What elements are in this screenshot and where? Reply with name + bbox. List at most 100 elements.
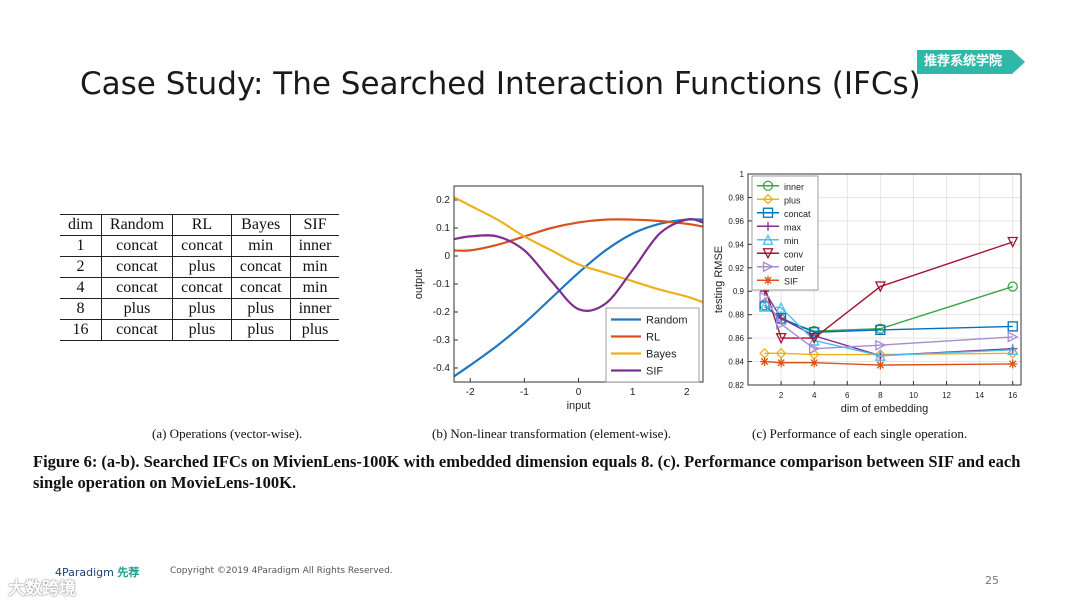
table-cell: 2 — [60, 256, 102, 278]
x-tick-label: 6 — [845, 391, 850, 400]
y-tick-label: 0.9 — [733, 287, 745, 296]
table-cell: plus — [172, 319, 232, 341]
legend-item: RL — [611, 332, 660, 344]
y-tick-label: 0.1 — [436, 223, 450, 234]
square-marker — [1007, 321, 1018, 332]
asterisk-marker — [810, 359, 818, 367]
table-cell: concat — [172, 277, 232, 299]
y-tick-label: 0.96 — [728, 217, 744, 226]
x-tick-label: -1 — [520, 387, 529, 398]
y-tick-label: 0.2 — [436, 195, 450, 206]
series-outer — [759, 291, 1019, 355]
table-cell: plus — [172, 298, 232, 320]
triangle-up-marker — [775, 301, 787, 313]
x-tick-label: 14 — [975, 391, 984, 400]
x-tick-label: 4 — [812, 391, 817, 400]
plot-frame — [453, 185, 704, 383]
table-cell: plus — [230, 298, 291, 320]
y-tick-label: -0.1 — [433, 279, 451, 290]
y-tick-label: -0.2 — [433, 307, 451, 318]
legend-label: Random — [646, 315, 688, 327]
legend-label: concat — [784, 209, 811, 219]
x-axis-label: input — [567, 400, 591, 412]
y-tick-label: 0.84 — [728, 358, 744, 367]
triangle-right-marker — [1007, 331, 1019, 343]
square-marker — [762, 207, 774, 218]
legend-item: plus — [757, 193, 801, 205]
y-tick-label: -0.3 — [433, 335, 451, 346]
y-tick-label: 0 — [444, 251, 450, 262]
x-tick-label: 10 — [909, 391, 918, 400]
y-tick-label: -0.4 — [433, 363, 451, 374]
table-cell: concat — [100, 319, 173, 341]
figure-caption: Figure 6: (a-b). Searched IFCs on Mivien… — [33, 452, 1021, 492]
nonlinear-transform-chart: -2 -1 0 1 2 0.2 0.1 0 -0.1 -0.2 -0.3 -0.4 input outpu… — [413, 185, 704, 412]
series-line-max — [763, 290, 1013, 357]
legend-item: concat — [757, 207, 811, 219]
legend-box — [751, 175, 819, 291]
asterisk-marker — [764, 276, 772, 284]
legend-label: plus — [784, 195, 801, 205]
asterisk-marker — [760, 357, 769, 366]
legend-label: inner — [784, 182, 804, 192]
legend-item: min — [757, 233, 799, 246]
legend-item: inner — [757, 180, 804, 192]
series-sif — [453, 218, 704, 312]
series-line-conv — [763, 241, 1013, 339]
table-cell: concat — [172, 235, 232, 257]
table-row: 4 concat concat concat min — [60, 277, 340, 299]
triangle-down-marker — [775, 332, 787, 345]
table-cell: min — [289, 256, 340, 278]
legend-label: min — [784, 236, 799, 246]
y-tick-label: 0.92 — [728, 264, 744, 273]
table-cell: inner — [289, 298, 340, 320]
school-badge: 推荐系统学院 — [917, 50, 1025, 74]
y-tick-label: 0.86 — [728, 334, 744, 343]
table-header-row: dim Random RL Bayes SIF — [60, 214, 340, 236]
y-tick-label: 1 — [740, 170, 745, 179]
x-tick-label: -2 — [466, 387, 475, 398]
series-bayes — [453, 196, 704, 304]
x-tick-label: 2 — [779, 391, 784, 400]
series-line-sif — [764, 360, 1013, 366]
logo-sub: 先荐 — [117, 566, 140, 579]
table-cell: inner — [289, 235, 340, 257]
x-tick-label: 1 — [630, 387, 636, 398]
y-tick-label: 0.88 — [728, 311, 744, 320]
page-number: 25 — [985, 574, 999, 587]
table-cell: 4 — [60, 277, 102, 299]
table-header: dim — [60, 214, 102, 236]
legend-item: outer — [757, 261, 805, 273]
triangle-right-marker — [759, 291, 771, 303]
x-tick-label: 0 — [576, 387, 582, 398]
triangle-down-marker — [874, 281, 886, 293]
x-axis-label: dim of embedding — [841, 403, 928, 415]
table-row: 8 plus plus plus inner — [60, 298, 340, 320]
caption-b: (b) Non-linear transformation (element-w… — [432, 426, 671, 441]
table-cell: 16 — [60, 319, 102, 341]
operations-table: dim Random RL Bayes SIF 1 concat concat … — [60, 214, 340, 341]
legend-label: SIF — [784, 276, 799, 286]
triangle-down-marker — [1007, 236, 1019, 248]
table-cell: plus — [230, 319, 291, 341]
x-tick-label: 2 — [684, 387, 690, 398]
triangle-up-marker — [808, 334, 820, 346]
single-operation-performance-chart: 2 4 6 8 10 12 14 16 1 0.98 0.96 0.94 0.92 0.9 0.88 0.86… — [713, 170, 1022, 415]
company-logo: 4Paradigm 先荐 — [55, 564, 139, 580]
triangle-up-marker — [758, 300, 771, 312]
y-tick-label: 0.94 — [728, 240, 744, 249]
table-cell: concat — [230, 256, 291, 278]
y-tick-label: 0.98 — [728, 193, 744, 202]
table-cell: plus — [100, 298, 173, 320]
asterisk-marker — [1009, 360, 1017, 368]
table-cell: concat — [100, 235, 173, 257]
table-row: 16 concat plus plus plus — [60, 319, 340, 341]
copyright-text: Copyright ©2019 4Paradigm All Rights Res… — [170, 566, 393, 576]
series-line-min — [764, 305, 1013, 357]
y-axis-label: testing RMSE — [713, 246, 725, 313]
square-marker — [875, 324, 886, 336]
circle-marker — [762, 180, 774, 191]
legend-item: max — [757, 221, 802, 232]
series-line-bayes — [453, 196, 704, 304]
series-sif — [760, 357, 1018, 370]
